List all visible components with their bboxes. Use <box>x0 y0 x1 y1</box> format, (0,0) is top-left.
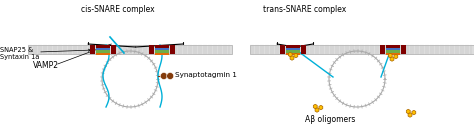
Circle shape <box>167 73 173 80</box>
Bar <box>250 45 474 54</box>
Text: cis-SNARE complex: cis-SNARE complex <box>81 4 155 13</box>
Bar <box>170 45 175 54</box>
Circle shape <box>160 73 167 80</box>
Text: SNAP25 &
Syntaxin 1a: SNAP25 & Syntaxin 1a <box>0 46 39 60</box>
Bar <box>90 45 95 54</box>
Bar <box>286 45 300 47</box>
Bar <box>386 50 400 52</box>
Bar <box>286 47 300 50</box>
Bar <box>286 50 300 52</box>
Bar <box>380 45 385 54</box>
Bar <box>111 45 116 54</box>
Bar <box>301 45 306 54</box>
Bar <box>96 50 110 52</box>
Bar <box>386 52 400 55</box>
Bar <box>96 52 110 55</box>
Bar <box>280 45 285 54</box>
Text: Aβ oligomers: Aβ oligomers <box>305 115 356 123</box>
Bar <box>155 47 169 50</box>
Bar <box>155 52 169 55</box>
Bar <box>386 45 400 47</box>
Bar <box>286 52 300 55</box>
Bar <box>155 45 169 47</box>
Bar <box>28 45 232 54</box>
Bar <box>96 45 110 47</box>
Bar <box>155 50 169 52</box>
Bar <box>386 47 400 50</box>
Bar <box>401 45 406 54</box>
Bar <box>149 45 154 54</box>
Bar <box>96 47 110 50</box>
Text: Synaptotagmin 1: Synaptotagmin 1 <box>175 72 237 78</box>
Text: trans-SNARE complex: trans-SNARE complex <box>264 4 346 13</box>
Text: VAMP2: VAMP2 <box>33 60 59 69</box>
